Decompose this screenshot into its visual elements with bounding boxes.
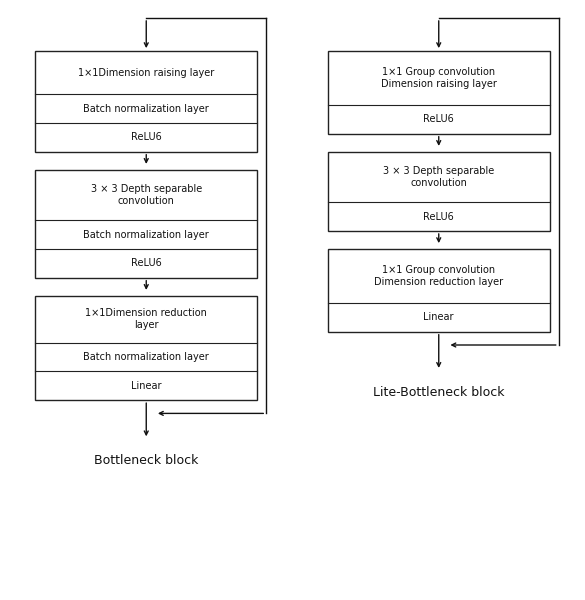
Text: 1×1 Group convolution
Dimension reduction layer: 1×1 Group convolution Dimension reductio… bbox=[374, 265, 503, 287]
Text: 3 × 3 Depth separable
convolution: 3 × 3 Depth separable convolution bbox=[91, 184, 202, 206]
Text: Lite-Bottleneck block: Lite-Bottleneck block bbox=[373, 386, 504, 399]
Text: 1×1 Group convolution
Dimension raising layer: 1×1 Group convolution Dimension raising … bbox=[381, 67, 497, 89]
Text: 3 × 3 Depth separable
convolution: 3 × 3 Depth separable convolution bbox=[383, 166, 494, 188]
Bar bbox=[328, 249, 550, 332]
Text: Batch normalization layer: Batch normalization layer bbox=[84, 352, 209, 362]
Text: Batch normalization layer: Batch normalization layer bbox=[84, 230, 209, 239]
Text: ReLU6: ReLU6 bbox=[424, 212, 454, 221]
Text: Bottleneck block: Bottleneck block bbox=[94, 454, 198, 467]
Bar bbox=[328, 152, 550, 231]
Bar bbox=[35, 170, 257, 278]
Text: ReLU6: ReLU6 bbox=[131, 259, 161, 268]
Text: 1×1Dimension reduction
layer: 1×1Dimension reduction layer bbox=[85, 308, 207, 330]
Text: Linear: Linear bbox=[424, 313, 454, 322]
Text: 1×1Dimension raising layer: 1×1Dimension raising layer bbox=[78, 68, 214, 77]
Text: Linear: Linear bbox=[131, 381, 161, 391]
Text: ReLU6: ReLU6 bbox=[424, 115, 454, 124]
Text: ReLU6: ReLU6 bbox=[131, 133, 161, 142]
Bar bbox=[35, 51, 257, 152]
Text: Batch normalization layer: Batch normalization layer bbox=[84, 104, 209, 113]
Bar bbox=[328, 51, 550, 134]
Bar bbox=[35, 296, 257, 400]
